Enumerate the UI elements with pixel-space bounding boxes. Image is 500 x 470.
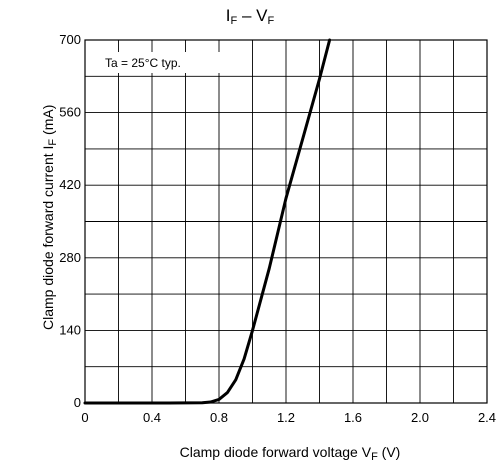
chart-title-second-subscript: F: [267, 15, 275, 27]
y-tick-label: 560: [59, 105, 81, 120]
y-axis-label-subscript: F: [47, 138, 59, 146]
plot-frame: [84, 39, 488, 404]
x-axis-label-text: Clamp diode forward voltage V: [179, 444, 372, 460]
x-tick-label: 0.4: [143, 410, 161, 425]
x-axis-label: Clamp diode forward voltage VF (V): [140, 444, 440, 463]
chart-title-main: I: [225, 6, 231, 25]
x-tick-label: 1.2: [277, 410, 295, 425]
x-tick-label: 1.6: [344, 410, 362, 425]
y-tick-label: 0: [74, 395, 81, 410]
chart-title-main-subscript: F: [230, 15, 238, 27]
annotation-background: [88, 52, 221, 73]
chart-title-separator: – V: [237, 6, 268, 25]
y-tick-label: 280: [59, 250, 81, 265]
y-tick-label: 700: [59, 32, 81, 47]
x-axis-label-subscript: F: [371, 451, 378, 463]
chart-title: IF – VF: [200, 6, 300, 27]
y-axis-label: Clamp diode forward current IF (mA): [40, 105, 59, 330]
x-axis-label-unit: (V): [377, 444, 401, 460]
forward-current-curve: [83, 38, 332, 405]
y-tick-label: 420: [59, 177, 81, 192]
x-tick-label: 0: [81, 410, 88, 425]
x-tick-label: 2.4: [478, 410, 496, 425]
x-tick-label: 2.0: [411, 410, 429, 425]
annotation-text: Ta = 25°C typ.: [105, 56, 181, 70]
y-tick-label: 140: [59, 322, 81, 337]
x-tick-label: 0.8: [210, 410, 228, 425]
y-axis-label-text: Clamp diode forward current I: [40, 145, 56, 330]
y-axis-label-unit: (mA): [40, 104, 56, 139]
